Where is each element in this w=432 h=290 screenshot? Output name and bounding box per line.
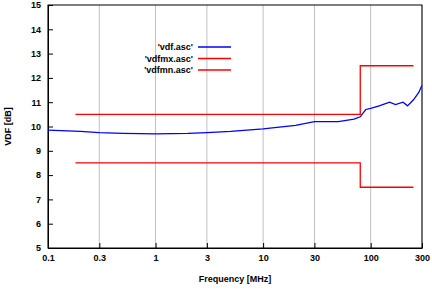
plot-frame [48, 5, 422, 248]
tick: 3 [205, 243, 210, 263]
tick: 7 [36, 195, 53, 205]
tick: 30 [310, 243, 320, 263]
grid-line [155, 5, 156, 248]
tick: 13 [31, 49, 53, 59]
tick-mark [371, 243, 372, 248]
legend: 'vdf.asc' 'vdfmx.asc''vdfmn.asc' [144, 42, 231, 75]
tick-mark [314, 243, 315, 248]
tick-mark [48, 5, 53, 6]
tick-mark [263, 243, 264, 248]
tick: 100 [364, 243, 379, 263]
tick-mark [99, 243, 100, 248]
chart: 0.10.313103010030056789101112131415'vdf.… [0, 0, 432, 290]
grid-line [314, 5, 315, 248]
tick: 10 [259, 243, 269, 263]
tick-label: 15 [31, 0, 41, 10]
tick-label: 13 [31, 49, 41, 59]
tick-mark [48, 127, 53, 128]
tick-label: 6 [36, 219, 41, 229]
tick-label: 9 [36, 146, 41, 156]
legend-item: 'vdf.asc' [158, 42, 231, 52]
tick-label: 8 [36, 170, 41, 180]
tick: 6 [36, 219, 53, 229]
x-axis: 0.1 0.3 1 3 10 30 100 300 [42, 243, 430, 263]
grid-line [206, 5, 207, 248]
tick: 14 [31, 25, 53, 35]
tick-label: 5 [36, 243, 41, 253]
grid-line [99, 5, 100, 248]
tick-label: 100 [364, 253, 379, 263]
plot: 0.10.313103010030056789101112131415'vdf.… [31, 0, 430, 263]
grid-line [263, 5, 264, 248]
tick-mark [48, 199, 53, 200]
tick-label: 10 [31, 122, 41, 132]
legend-label: 'vdf.asc' [158, 42, 193, 52]
tick: 12 [31, 73, 53, 83]
axis-line [49, 248, 423, 249]
legend-item: 'vdfmn.asc' [144, 65, 231, 75]
tick-label: 14 [31, 25, 41, 35]
tick-label: 300 [415, 253, 430, 263]
grid [48, 5, 422, 248]
tick-label: 1 [154, 253, 159, 263]
series-line [75, 163, 413, 187]
legend-swatch [198, 58, 231, 59]
series-group [48, 66, 422, 188]
tick-label: 7 [36, 195, 41, 205]
tick-mark [48, 54, 53, 55]
y-axis: 5 6 7 8 9 10 11 12 13 14 15 [31, 0, 53, 253]
tick: 11 [31, 98, 53, 108]
legend-label: 'vdfmx.asc' [145, 54, 193, 64]
tick-label: 0.3 [94, 253, 107, 263]
tick-mark [48, 224, 53, 225]
legend-label: 'vdfmn.asc' [144, 65, 193, 75]
tick-mark [48, 78, 53, 79]
tick-mark [156, 243, 157, 248]
tick: 5 [36, 243, 53, 253]
y-axis-title: VDF [dB] [3, 107, 13, 146]
tick: 15 [31, 0, 53, 10]
tick: 300 [415, 243, 430, 263]
series-line [75, 66, 413, 115]
tick-label: 3 [205, 253, 210, 263]
tick-label: 12 [31, 73, 41, 83]
tick-mark [48, 29, 53, 30]
tick-mark [48, 151, 53, 152]
tick: 9 [36, 146, 53, 156]
tick-label: 0.1 [42, 253, 55, 263]
tick: 1 [154, 243, 159, 263]
tick-label: 30 [310, 253, 320, 263]
grid-line [370, 5, 371, 248]
legend-swatch [198, 46, 231, 47]
legend-swatch [198, 69, 231, 70]
tick-mark [422, 243, 423, 248]
tick-mark [48, 102, 53, 103]
tick: 0.3 [94, 243, 107, 263]
tick-mark [48, 248, 53, 249]
series-line [48, 85, 422, 134]
tick: 8 [36, 170, 53, 180]
tick-label: 11 [31, 98, 41, 108]
x-axis-title: Frequency [MHz] [199, 274, 272, 284]
tick-label: 10 [259, 253, 269, 263]
tick-mark [48, 175, 53, 176]
legend-item: 'vdfmx.asc' [145, 54, 231, 64]
tick-mark [207, 243, 208, 248]
